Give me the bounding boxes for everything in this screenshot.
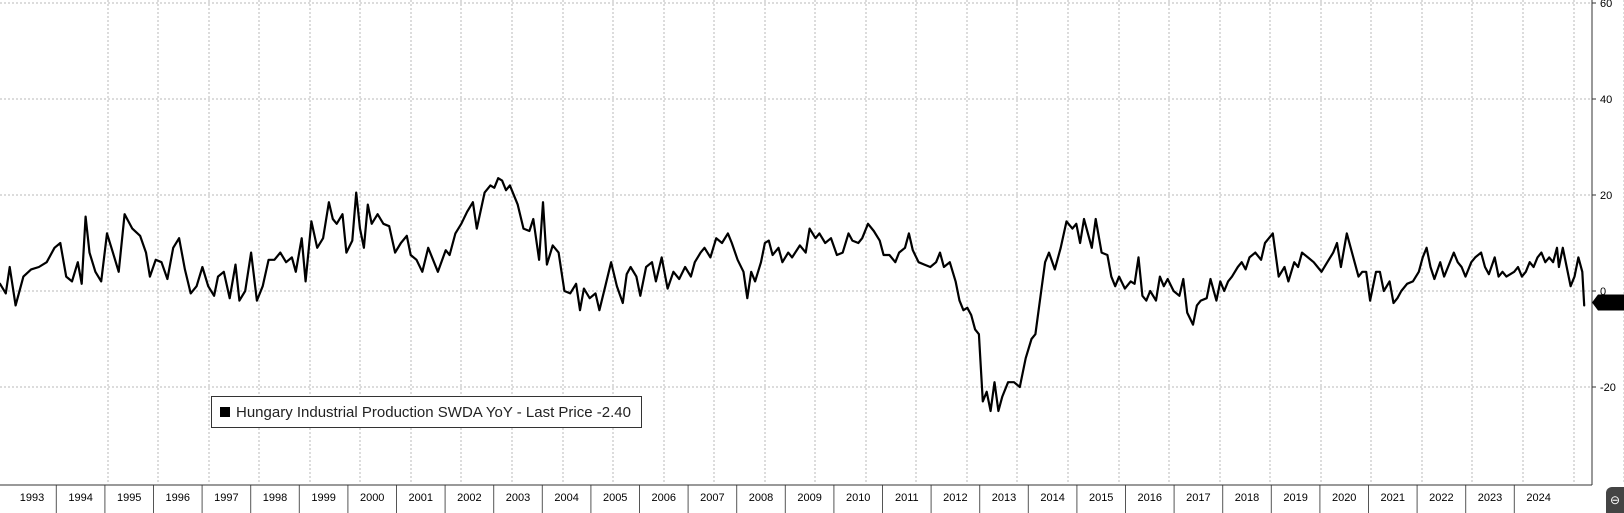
last-value-label: -2.40 bbox=[1600, 298, 1624, 310]
legend-text: Hungary Industrial Production SWDA YoY -… bbox=[236, 403, 631, 421]
y-tick-label: 60 bbox=[1600, 0, 1612, 10]
x-tick-label: 2024 bbox=[1526, 492, 1550, 504]
x-tick-label: 2008 bbox=[749, 492, 773, 504]
x-tick-label: 2023 bbox=[1478, 492, 1502, 504]
x-tick-label: 2007 bbox=[700, 492, 724, 504]
x-tick-label: 2019 bbox=[1283, 492, 1307, 504]
last-value-marker: -2.40 bbox=[1592, 294, 1624, 311]
x-tick-label: 2020 bbox=[1332, 492, 1356, 504]
y-axis: 60 40 20 0 -20 bbox=[1591, 0, 1616, 485]
x-tick-label: 2009 bbox=[797, 492, 821, 504]
x-tick-label: 2002 bbox=[457, 492, 481, 504]
x-tick-label: 1994 bbox=[68, 492, 92, 504]
x-tick-label: 2016 bbox=[1138, 492, 1162, 504]
x-tick-label: 1996 bbox=[166, 492, 190, 504]
x-tick-label: 2018 bbox=[1235, 492, 1259, 504]
x-tick-label: 2004 bbox=[554, 492, 578, 504]
x-tick-label: 2022 bbox=[1429, 492, 1453, 504]
gridlines bbox=[0, 0, 1624, 483]
y-tick-label: 0 bbox=[1600, 286, 1606, 298]
y-tick-label: 20 bbox=[1600, 190, 1612, 202]
y-tick-label: -20 bbox=[1600, 382, 1616, 394]
x-tick-label: 2010 bbox=[846, 492, 870, 504]
x-axis: 1993 1994 1995 1996 1997 1998 1999 2000 2001 2002… bbox=[0, 484, 1592, 513]
x-tick-label: 2017 bbox=[1186, 492, 1210, 504]
last-value-tag bbox=[1592, 294, 1624, 311]
x-tick-label: 1993 bbox=[20, 492, 44, 504]
x-tick-label: 1999 bbox=[311, 492, 335, 504]
chart-options-icon[interactable]: ⊖ bbox=[1606, 487, 1624, 513]
x-tick-label: 2005 bbox=[603, 492, 627, 504]
x-tick-label: 1997 bbox=[214, 492, 238, 504]
series-line bbox=[0, 177, 1586, 413]
x-tick-label: 2001 bbox=[409, 492, 433, 504]
x-tick-label: 1995 bbox=[117, 492, 141, 504]
x-tick-label: 2012 bbox=[943, 492, 967, 504]
x-tick-label: 2014 bbox=[1040, 492, 1064, 504]
x-tick-label: 2021 bbox=[1381, 492, 1405, 504]
x-tick-label: 2006 bbox=[652, 492, 676, 504]
x-tick-label: 2000 bbox=[360, 492, 384, 504]
y-tick-label: 40 bbox=[1600, 94, 1612, 106]
x-tick-label: 2003 bbox=[506, 492, 530, 504]
x-tick-label: 2015 bbox=[1089, 492, 1113, 504]
x-tick-label: 2011 bbox=[895, 492, 919, 504]
x-tick-label: 2013 bbox=[992, 492, 1016, 504]
x-tick-label: 1998 bbox=[263, 492, 287, 504]
series-layer bbox=[0, 177, 1586, 413]
legend-swatch bbox=[220, 407, 230, 417]
legend: Hungary Industrial Production SWDA YoY -… bbox=[211, 396, 642, 428]
